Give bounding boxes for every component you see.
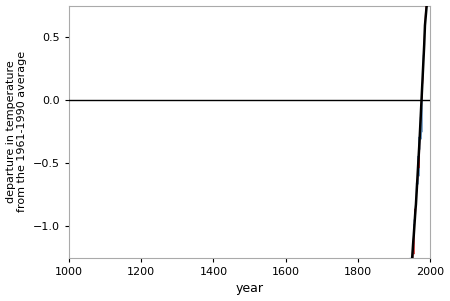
X-axis label: year: year [235,282,264,296]
Y-axis label: departure in temperature
from the 1961-1990 average: departure in temperature from the 1961-1… [5,51,27,212]
